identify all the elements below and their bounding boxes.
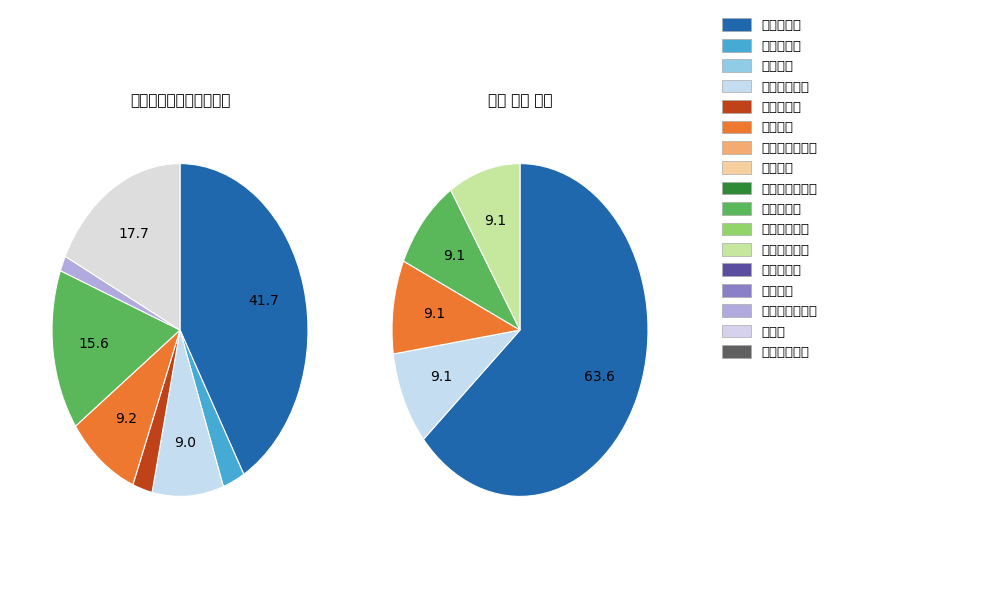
Text: 9.0: 9.0 [174,436,196,450]
Text: 15.6: 15.6 [78,337,109,351]
Wedge shape [52,271,180,426]
Title: パ・リーグ全プレイヤー: パ・リーグ全プレイヤー [130,94,230,109]
Wedge shape [451,164,520,330]
Wedge shape [180,330,244,487]
Text: 9.1: 9.1 [423,307,445,321]
Wedge shape [152,330,223,496]
Text: 41.7: 41.7 [249,294,279,308]
Wedge shape [180,164,308,474]
Text: 17.7: 17.7 [119,227,149,241]
Text: 9.1: 9.1 [484,214,507,229]
Wedge shape [133,330,180,493]
Text: 63.6: 63.6 [584,370,615,384]
Wedge shape [65,164,180,330]
Legend: ストレート, ツーシーム, シュート, カットボール, スプリット, フォーク, チェンジアップ, シンカー, 高速スライダー, スライダー, 縦スライダー, : ストレート, ツーシーム, シュート, カットボール, スプリット, フォーク,… [722,19,817,359]
Wedge shape [404,190,520,330]
Wedge shape [393,330,520,439]
Wedge shape [392,261,520,354]
Text: 9.1: 9.1 [443,249,465,263]
Text: 9.2: 9.2 [115,412,137,426]
Title: 細川 凌平 選手: 細川 凌平 選手 [488,94,552,109]
Text: 9.1: 9.1 [430,370,452,384]
Wedge shape [423,164,648,496]
Wedge shape [76,330,180,485]
Wedge shape [60,256,180,330]
